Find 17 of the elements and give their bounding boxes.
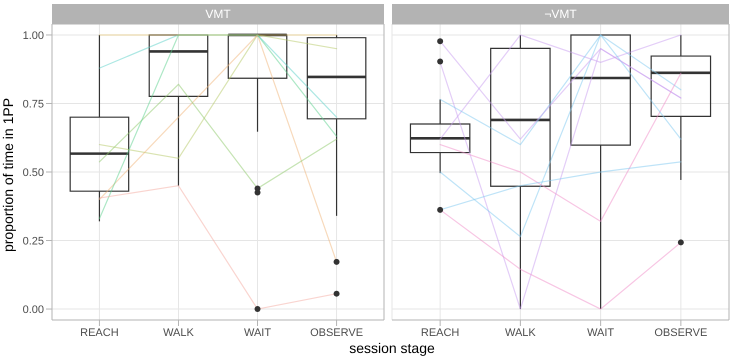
- x-tick-label: REACH: [420, 326, 460, 339]
- x-tick-label: WALK: [505, 326, 536, 339]
- x-tick-label: WALK: [163, 326, 195, 339]
- y-tick-label: 0.50: [22, 166, 44, 179]
- y-tick-label: 0.00: [22, 304, 44, 316]
- x-tick-label: OBSERVE: [310, 326, 364, 339]
- x-axis-title: session stage: [348, 340, 436, 356]
- x-tick-label: WAIT: [587, 326, 614, 339]
- y-axis-title: proportion of time in 1PP: [0, 98, 16, 252]
- chart-title: ¬VMT: [392, 4, 729, 24]
- x-tick-label: OBSERVE: [654, 326, 708, 339]
- y-tick-label: 0.25: [22, 235, 44, 248]
- y-tick-label: 0.75: [22, 98, 44, 110]
- y-tick-label: 1.00: [22, 30, 44, 42]
- chart-title: VMT: [52, 4, 384, 24]
- x-tick-label: REACH: [80, 326, 119, 339]
- x-tick-label: WAIT: [244, 326, 272, 339]
